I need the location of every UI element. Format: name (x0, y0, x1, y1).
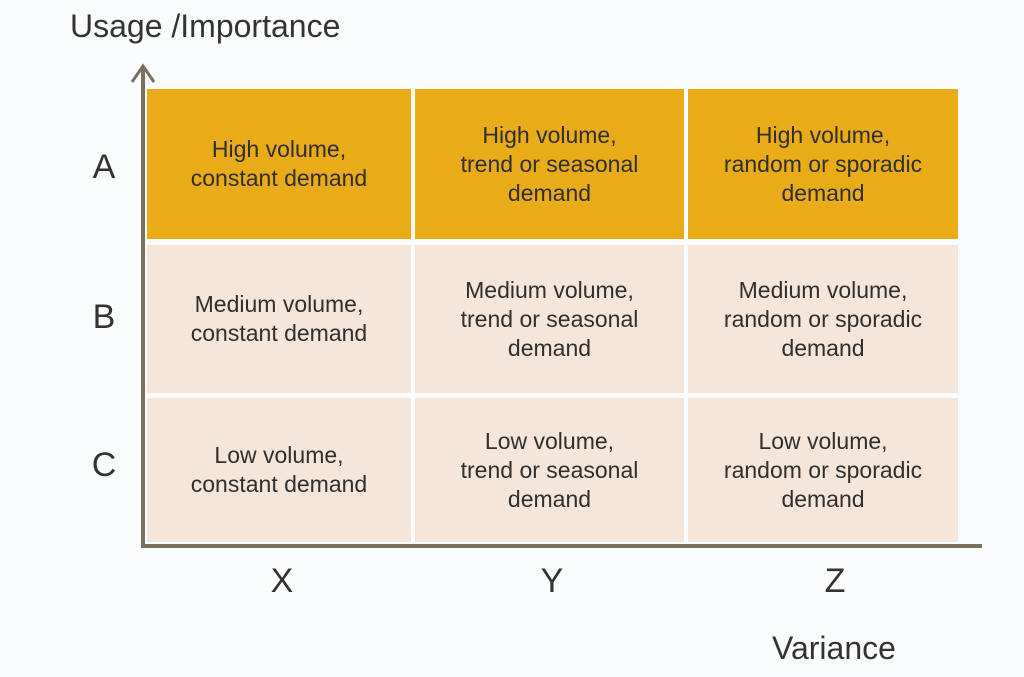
cell-a-y: High volume, trend or seasonal demand (415, 89, 684, 239)
cell-c-y: Low volume, trend or seasonal demand (415, 398, 684, 542)
y-axis-arrowhead (130, 63, 156, 83)
cell-b-z: Medium volume, random or sporadic demand (688, 245, 958, 393)
cell-c-x: Low volume, constant demand (147, 398, 411, 542)
row-label-c: C (91, 446, 117, 484)
x-axis-title: Variance (772, 630, 896, 666)
y-axis-title: Usage /Importance (70, 8, 341, 44)
cell-b-y: Medium volume, trend or seasonal demand (415, 245, 684, 393)
cell-c-z: Low volume, random or sporadic demand (688, 398, 958, 542)
cell-a-z: High volume, random or sporadic demand (688, 89, 958, 239)
col-label-z: Z (824, 562, 846, 600)
col-label-y: Y (540, 562, 564, 600)
row-label-a: A (92, 148, 116, 186)
col-label-x: X (270, 562, 294, 600)
cell-a-x: High volume, constant demand (147, 89, 411, 239)
row-label-b: B (92, 298, 116, 336)
cell-b-x: Medium volume, constant demand (147, 245, 411, 393)
